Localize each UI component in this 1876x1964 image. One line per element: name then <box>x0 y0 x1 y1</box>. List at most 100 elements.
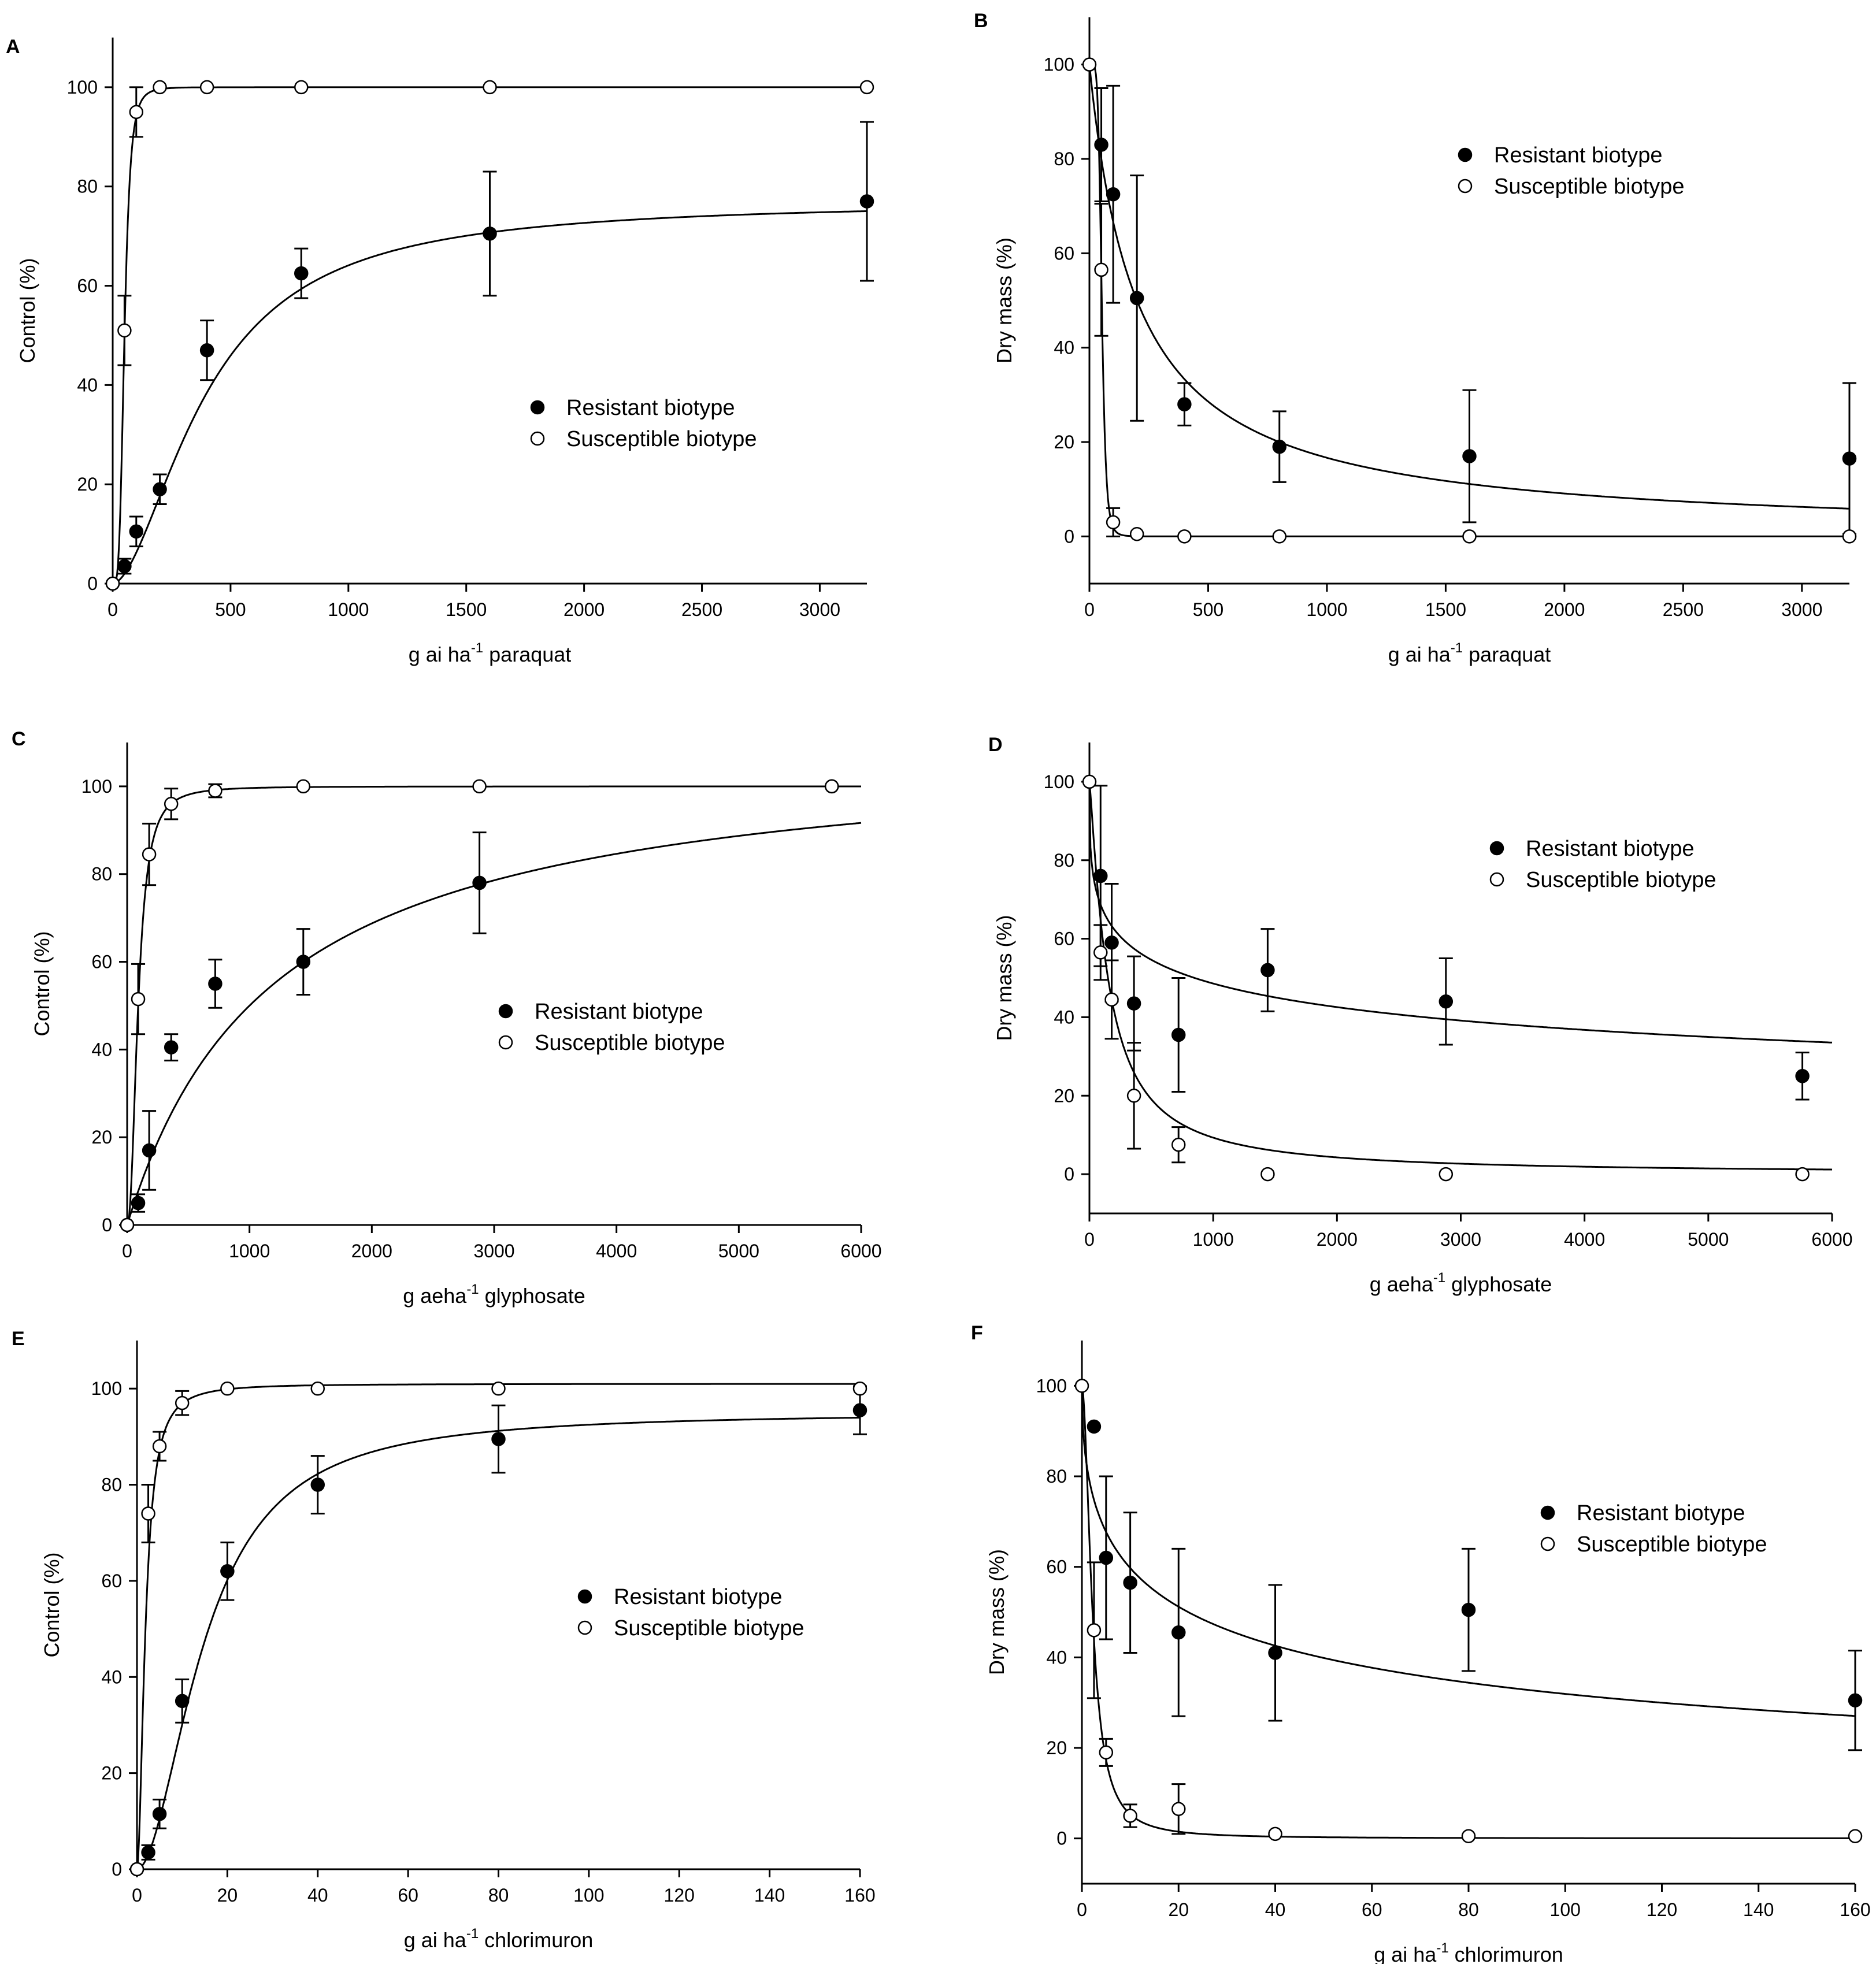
data-point-resistant <box>142 1143 157 1158</box>
legend-marker-resistant <box>1540 1505 1555 1520</box>
legend-label: Resistant biotype <box>535 1000 703 1024</box>
y-tick-label: 20 <box>101 1763 122 1784</box>
data-point-susceptible <box>1462 529 1477 544</box>
x-tick-label: 1500 <box>446 599 487 620</box>
x-tick-label: 160 <box>1840 1899 1870 1920</box>
legend-label: Resistant biotype <box>1577 1501 1745 1525</box>
x-tick-label: 20 <box>217 1885 238 1906</box>
legend-label: Susceptible biotype <box>614 1616 804 1640</box>
data-point-resistant <box>1099 1550 1114 1565</box>
y-tick-label: 40 <box>1054 1007 1074 1027</box>
data-point-susceptible <box>208 784 223 798</box>
x-axis-label-unit: g aeha <box>1370 1272 1434 1296</box>
data-point-resistant <box>1461 1602 1476 1617</box>
data-point-resistant <box>1126 996 1141 1011</box>
y-tick-label: 60 <box>101 1571 122 1591</box>
x-axis-label: g ai ha-1 chlorimuron <box>1374 1940 1563 1964</box>
x-tick-label: 120 <box>1647 1899 1677 1920</box>
x-tick-label: 0 <box>122 1241 132 1261</box>
data-point-susceptible <box>1082 57 1097 72</box>
legend-label: Susceptible biotype <box>1494 175 1685 199</box>
data-point-resistant <box>175 1694 190 1709</box>
data-point-susceptible <box>220 1381 235 1396</box>
data-point-resistant <box>129 524 144 539</box>
y-tick-label: 100 <box>67 77 98 98</box>
y-tick-label: 80 <box>1054 850 1074 871</box>
y-tick-label: 100 <box>1044 771 1074 792</box>
legend-label: Susceptible biotype <box>1577 1532 1767 1557</box>
data-point-susceptible <box>131 992 146 1007</box>
x-tick-label: 1000 <box>229 1241 270 1261</box>
y-tick-label: 0 <box>102 1215 112 1235</box>
x-tick-label: 2000 <box>1544 599 1585 620</box>
x-tick-label: 3000 <box>473 1241 514 1261</box>
y-tick-label: 20 <box>91 1127 112 1148</box>
y-axis-label: Dry mass (%) <box>992 915 1016 1041</box>
y-tick-label: 20 <box>77 474 98 495</box>
y-tick-label: 0 <box>1064 526 1074 547</box>
x-axis-label-unit: g ai ha <box>409 643 472 666</box>
data-point-susceptible <box>824 779 839 794</box>
panel-letter: D <box>988 734 1003 756</box>
y-tick-label: 0 <box>112 1859 122 1880</box>
data-point-resistant <box>1842 451 1857 466</box>
data-point-susceptible <box>1104 992 1119 1007</box>
x-axis-label-superscript: -1 <box>1433 1270 1445 1286</box>
y-tick-label: 40 <box>91 1039 112 1060</box>
data-point-susceptible <box>1268 1826 1282 1842</box>
y-tick-label: 100 <box>91 1378 122 1399</box>
data-point-resistant <box>208 977 223 991</box>
y-tick-label: 80 <box>1054 148 1074 169</box>
y-tick-label: 80 <box>1046 1466 1067 1487</box>
x-axis-label: g ai ha-1 paraquat <box>409 640 572 666</box>
y-tick-label: 80 <box>101 1475 122 1495</box>
legend-marker-susceptible <box>1489 872 1504 887</box>
legend-marker-susceptible <box>1458 179 1473 194</box>
y-axis-label: Control (%) <box>16 258 39 363</box>
x-tick-label: 140 <box>1743 1899 1774 1920</box>
legend-label: Resistant biotype <box>1494 143 1663 168</box>
data-point-resistant <box>1438 994 1454 1009</box>
data-point-resistant <box>141 1845 155 1860</box>
x-tick-label: 100 <box>573 1885 604 1906</box>
legend-marker-susceptible <box>577 1620 592 1635</box>
data-point-resistant <box>859 194 874 209</box>
x-tick-label: 160 <box>844 1885 875 1906</box>
data-point-susceptible <box>1074 1379 1089 1393</box>
y-tick-label: 20 <box>1054 1085 1074 1106</box>
y-axis-label: Dry mass (%) <box>985 1549 1009 1675</box>
data-point-susceptible <box>852 1381 867 1396</box>
data-point-susceptible <box>1795 1167 1810 1182</box>
data-point-susceptible <box>491 1381 506 1396</box>
x-axis-label-superscript: -1 <box>466 1282 479 1297</box>
data-point-susceptible <box>1171 1137 1186 1152</box>
y-tick-label: 100 <box>1036 1375 1067 1396</box>
x-tick-label: 0 <box>1077 1899 1087 1920</box>
x-axis-label-superscript: -1 <box>471 640 483 656</box>
chart-panel-a: 0 500 1000 1500 2000 2500 3000 0 20 40 60 80 100 A Con… <box>6 36 874 666</box>
x-tick-label: 3000 <box>1781 599 1822 620</box>
fit-curve-susceptible <box>1088 781 1833 1171</box>
data-point-resistant <box>483 227 497 241</box>
x-axis-label: g ai ha-1 paraquat <box>1388 640 1551 666</box>
y-tick-label: 40 <box>101 1666 122 1687</box>
data-point-resistant <box>1268 1646 1282 1660</box>
data-point-susceptible <box>164 797 179 811</box>
x-axis-label-herbicide: glyphosate <box>1445 1272 1552 1296</box>
legend-marker-susceptible <box>1540 1536 1555 1551</box>
legend-marker-resistant <box>1489 841 1504 856</box>
x-axis-label-superscript: -1 <box>1451 640 1463 656</box>
data-point-resistant <box>1106 187 1121 202</box>
data-point-susceptible <box>129 105 144 120</box>
x-tick-label: 500 <box>215 599 246 620</box>
y-tick-label: 0 <box>1056 1828 1067 1849</box>
data-point-resistant <box>852 1403 867 1417</box>
data-point-resistant <box>117 559 132 574</box>
x-tick-label: 40 <box>307 1885 328 1906</box>
x-tick-label: 140 <box>754 1885 785 1906</box>
y-tick-label: 40 <box>1054 337 1074 358</box>
x-tick-label: 1000 <box>1306 599 1347 620</box>
legend-marker-resistant <box>1458 147 1473 162</box>
x-tick-label: 100 <box>1550 1899 1581 1920</box>
chart-panel-c: 0 1000 2000 3000 4000 5000 6000 0 20 40 60 80 100 C Co… <box>12 728 882 1308</box>
